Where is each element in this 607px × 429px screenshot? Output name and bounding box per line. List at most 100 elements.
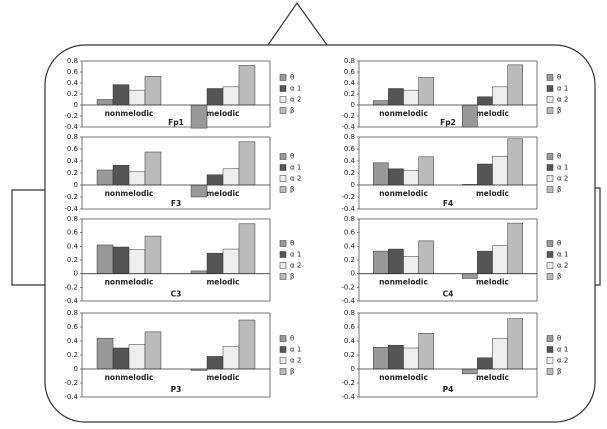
bar xyxy=(238,223,256,274)
legend-swatch xyxy=(546,273,554,280)
legend-swatch xyxy=(546,335,554,342)
legend-label: β xyxy=(557,273,561,281)
y-tick-label: 0.8 xyxy=(344,57,355,65)
head-outline xyxy=(11,1,601,423)
bar xyxy=(190,184,208,198)
bar xyxy=(128,344,146,370)
legend-label: α 1 xyxy=(290,346,301,354)
bar xyxy=(128,171,146,186)
y-tick-label: 0.8 xyxy=(67,57,78,65)
legend-label: β xyxy=(290,186,294,194)
bar xyxy=(238,141,256,186)
bar xyxy=(403,256,419,274)
legend-swatch xyxy=(279,85,287,92)
panel-title: C3 xyxy=(171,289,182,298)
panel-title: F3 xyxy=(171,199,181,208)
bar xyxy=(112,347,130,370)
legend-swatch xyxy=(546,251,554,258)
y-tick-label: 0.6 xyxy=(344,145,356,153)
y-tick-label: 0 xyxy=(351,365,355,373)
legend-swatch xyxy=(279,175,287,182)
legend-swatch xyxy=(279,346,287,353)
category-label: melodic xyxy=(476,109,509,118)
y-tick-label: 0.2 xyxy=(67,351,78,359)
y-tick-label: 0.4 xyxy=(344,79,356,87)
y-tick-label: -0.2 xyxy=(341,193,355,201)
legend-label: α 1 xyxy=(557,251,568,259)
legend-label: α 1 xyxy=(290,85,301,93)
y-tick-label: 0.6 xyxy=(67,229,79,237)
panel-title: P3 xyxy=(171,385,182,394)
bar xyxy=(112,164,130,186)
bar xyxy=(112,246,130,274)
bar xyxy=(418,240,435,274)
y-tick-label: -0.4 xyxy=(341,205,355,213)
y-tick-label: -0.2 xyxy=(341,112,355,120)
y-tick-label: 0.4 xyxy=(344,157,356,165)
legend-label: θ xyxy=(557,153,561,161)
bar xyxy=(507,318,524,370)
category-label: melodic xyxy=(476,278,509,287)
bar xyxy=(418,77,435,106)
legend-swatch xyxy=(279,273,287,280)
y-tick-label: 0.4 xyxy=(67,337,79,345)
panel-title: C4 xyxy=(443,289,454,298)
bar xyxy=(461,273,478,279)
legend-label: α 2 xyxy=(557,262,568,270)
category-label: nonmelodic xyxy=(379,189,428,198)
legend-swatch xyxy=(279,262,287,269)
bar xyxy=(477,250,493,274)
bar xyxy=(507,64,524,106)
bar xyxy=(206,174,224,186)
y-tick-label: 0.2 xyxy=(344,169,355,177)
legend-swatch xyxy=(546,153,554,160)
bar xyxy=(128,249,146,274)
y-tick-label: 0 xyxy=(351,270,355,278)
legend-label: β xyxy=(557,368,561,376)
y-tick-label: -0.2 xyxy=(64,112,78,120)
legend-label: α 2 xyxy=(290,175,301,183)
y-tick-label: 0.6 xyxy=(344,68,356,76)
y-tick-label: 0 xyxy=(74,101,78,109)
category-label: melodic xyxy=(206,189,239,198)
y-tick-label: 0 xyxy=(351,101,355,109)
bar xyxy=(96,244,114,274)
bar xyxy=(190,104,208,129)
legend-label: α 2 xyxy=(557,96,568,104)
legend-swatch xyxy=(279,240,287,247)
legend-swatch xyxy=(279,368,287,375)
legend-label: θ xyxy=(557,74,561,82)
bar xyxy=(492,337,508,370)
legend-swatch xyxy=(279,107,287,114)
y-tick-label: 0.6 xyxy=(67,323,79,331)
legend-swatch xyxy=(546,240,554,247)
legend-label: θ xyxy=(557,240,561,248)
y-tick-label: -0.4 xyxy=(64,123,78,131)
legend-swatch xyxy=(279,164,287,171)
legend-swatch xyxy=(279,186,287,193)
legend-label: α 2 xyxy=(557,357,568,365)
y-tick-label: 0.8 xyxy=(344,309,355,317)
y-tick-label: 0 xyxy=(351,181,355,189)
y-tick-label: 0.4 xyxy=(67,79,79,87)
legend-swatch xyxy=(546,186,554,193)
y-tick-label: 0 xyxy=(74,270,78,278)
y-tick-label: -0.4 xyxy=(64,393,78,401)
bar xyxy=(238,319,256,370)
y-tick-label: 0.8 xyxy=(344,133,355,141)
legend-swatch xyxy=(279,357,287,364)
y-tick-label: 0.8 xyxy=(67,133,78,141)
bar xyxy=(461,368,478,375)
y-tick-label: -0.4 xyxy=(341,297,355,305)
legend-label: θ xyxy=(290,240,294,248)
y-tick-label: -0.4 xyxy=(64,297,78,305)
legend-swatch xyxy=(279,335,287,342)
legend-swatch xyxy=(546,346,554,353)
bar xyxy=(222,346,240,370)
legend-label: α 1 xyxy=(557,164,568,172)
bar xyxy=(372,347,389,370)
bar xyxy=(477,163,493,186)
y-tick-label: 0.8 xyxy=(67,309,78,317)
nose xyxy=(267,1,328,46)
